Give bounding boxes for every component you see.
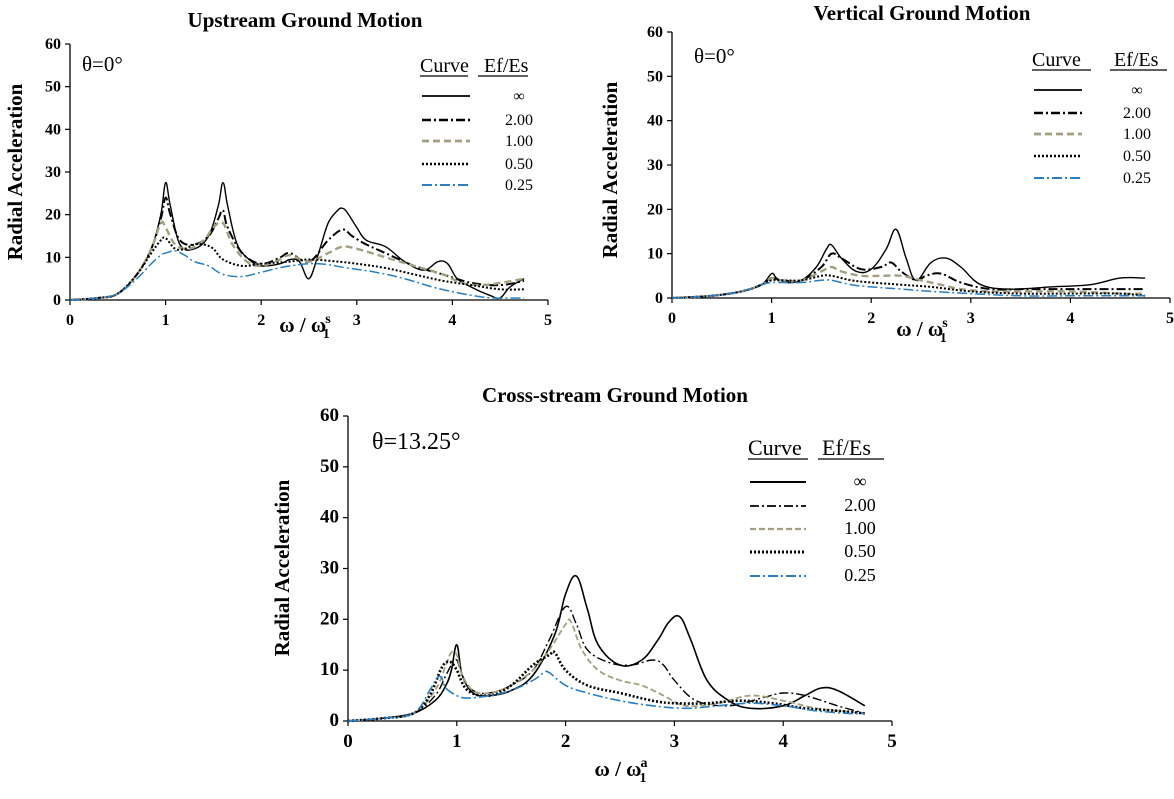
y-tick-label: 20 bbox=[320, 608, 339, 629]
chart-upstream: Upstream Ground Motion 0 10 20 30 40 50 60 0 1 2 3 4… bbox=[3, 8, 552, 342]
y-tick-label: 30 bbox=[45, 164, 61, 181]
x-tick-label: 0 bbox=[343, 731, 353, 752]
y-axis-label: Radial Acceleration bbox=[598, 81, 622, 258]
x-axis-label: ω / ωs 1 bbox=[279, 312, 331, 342]
y-tick-label: 60 bbox=[647, 24, 663, 41]
series-inf-line bbox=[347, 574, 866, 722]
x-tick-label: 4 bbox=[1066, 310, 1074, 327]
y-tick-label: 0 bbox=[330, 710, 340, 731]
series-1-00-line bbox=[671, 265, 1146, 300]
y-tick-label: 30 bbox=[320, 558, 339, 579]
x-tick-label: 2 bbox=[867, 310, 875, 327]
y-tick-label: 20 bbox=[647, 201, 663, 218]
y-tick-label: 40 bbox=[647, 113, 663, 130]
series-0-50-line bbox=[671, 274, 1146, 299]
series-1-00-line bbox=[347, 618, 865, 722]
x-tick-label: 5 bbox=[544, 312, 552, 329]
series-2-00-line bbox=[69, 196, 525, 301]
legend-label-series-2-00: 2.00 bbox=[1123, 105, 1151, 122]
y-tick-label: 10 bbox=[647, 246, 663, 263]
x-axis-label: ω / ωs 1 bbox=[896, 316, 948, 346]
angle-annotation: θ=13.25° bbox=[372, 429, 461, 455]
series-0-25-line bbox=[671, 279, 1146, 299]
legend-label-series-2-00: 2.00 bbox=[844, 495, 876, 515]
x-tick-label: 2 bbox=[257, 312, 265, 329]
legend-header-ratio: Ef/Es bbox=[1114, 49, 1159, 71]
y-axis-label: Radial Acceleration bbox=[3, 83, 27, 260]
angle-annotation: θ=0° bbox=[82, 52, 123, 76]
chart-title: Upstream Ground Motion bbox=[188, 8, 423, 32]
y-tick-label: 60 bbox=[45, 36, 61, 53]
legend-label-series-0-50: 0.50 bbox=[844, 541, 876, 561]
y-tick-label: 50 bbox=[45, 79, 61, 96]
x-tick-label: 0 bbox=[66, 312, 74, 329]
y-axis-label: Radial Acceleration bbox=[270, 479, 294, 656]
x-tick-label: 5 bbox=[887, 731, 897, 752]
legend: Curve Ef/Es ∞ 2.00 1.00 0.50 0.25 bbox=[1032, 49, 1167, 187]
series-0-50-line bbox=[69, 236, 525, 301]
series-0-25-line bbox=[69, 250, 525, 301]
legend-header-ratio: Ef/Es bbox=[822, 435, 871, 460]
y-tick-label: 10 bbox=[45, 249, 61, 266]
y-tick-label: 50 bbox=[647, 68, 663, 85]
angle-annotation: θ=0° bbox=[694, 44, 735, 68]
x-tick-label: 3 bbox=[353, 312, 361, 329]
legend-header-curve: Curve bbox=[1032, 49, 1081, 71]
y-tick-label: 60 bbox=[320, 405, 339, 426]
series-0-25-line bbox=[347, 670, 865, 722]
x-tick-label: 4 bbox=[778, 731, 788, 752]
chart-title: Vertical Ground Motion bbox=[813, 1, 1030, 25]
legend-label-series-1-00: 1.00 bbox=[844, 518, 876, 538]
chart-title: Cross-stream Ground Motion bbox=[482, 383, 748, 407]
legend-header-ratio: Ef/Es bbox=[484, 55, 529, 77]
chart-cross: Cross-stream Ground Motion01020304050600… bbox=[270, 383, 897, 786]
series-2-00-line bbox=[347, 605, 865, 722]
chart-vertical: Vertical Ground Motion 0 10 20 30 40 50 60 0 1 2 3 4… bbox=[598, 1, 1174, 346]
legend-label-series-1-00: 1.00 bbox=[1123, 126, 1151, 143]
x-axis-label: ω / ωa 1 bbox=[594, 756, 647, 786]
legend: Curve Ef/Es ∞ 2.00 1.00 0.50 0.25 bbox=[748, 435, 884, 585]
legend-label-series-inf: ∞ bbox=[513, 88, 524, 105]
legend-label-series-0-25: 0.25 bbox=[1123, 170, 1151, 187]
series-0-50-line bbox=[347, 650, 865, 723]
legend-label-series-2-00: 2.00 bbox=[505, 112, 533, 129]
legend-label-series-inf: ∞ bbox=[854, 471, 867, 491]
legend-header-curve: Curve bbox=[420, 55, 469, 77]
series-inf-line bbox=[671, 228, 1146, 299]
y-tick-label: 0 bbox=[53, 292, 61, 309]
legend-label-series-0-50: 0.50 bbox=[505, 156, 533, 173]
y-tick-label: 30 bbox=[647, 157, 663, 174]
legend: Curve Ef/Es ∞ 2.00 1.00 0.50 0.25 bbox=[420, 55, 533, 194]
x-tick-label: 1 bbox=[452, 731, 462, 752]
y-tick-label: 40 bbox=[320, 507, 339, 528]
x-tick-label: 3 bbox=[967, 310, 975, 327]
legend-label-series-1-00: 1.00 bbox=[505, 133, 533, 150]
x-tick-label: 5 bbox=[1166, 310, 1174, 327]
y-tick-label: 40 bbox=[45, 121, 61, 138]
y-tick-label: 10 bbox=[320, 659, 339, 680]
x-tick-label: 4 bbox=[448, 312, 456, 329]
legend-header-curve: Curve bbox=[748, 435, 802, 460]
x-tick-label: 1 bbox=[768, 310, 776, 327]
legend-label-series-0-25: 0.25 bbox=[505, 177, 533, 194]
y-tick-label: 20 bbox=[45, 207, 61, 224]
x-tick-label: 3 bbox=[670, 731, 680, 752]
legend-label-series-0-50: 0.50 bbox=[1123, 148, 1151, 165]
legend-label-series-inf: ∞ bbox=[1131, 82, 1142, 99]
series-2-00-line bbox=[671, 252, 1146, 299]
legend-label-series-0-25: 0.25 bbox=[844, 565, 876, 585]
series-inf-line bbox=[69, 181, 525, 301]
x-tick-label: 0 bbox=[668, 310, 676, 327]
y-tick-label: 50 bbox=[320, 456, 339, 477]
x-tick-label: 1 bbox=[162, 312, 170, 329]
x-tick-label: 2 bbox=[561, 731, 571, 752]
y-tick-label: 0 bbox=[655, 290, 663, 307]
